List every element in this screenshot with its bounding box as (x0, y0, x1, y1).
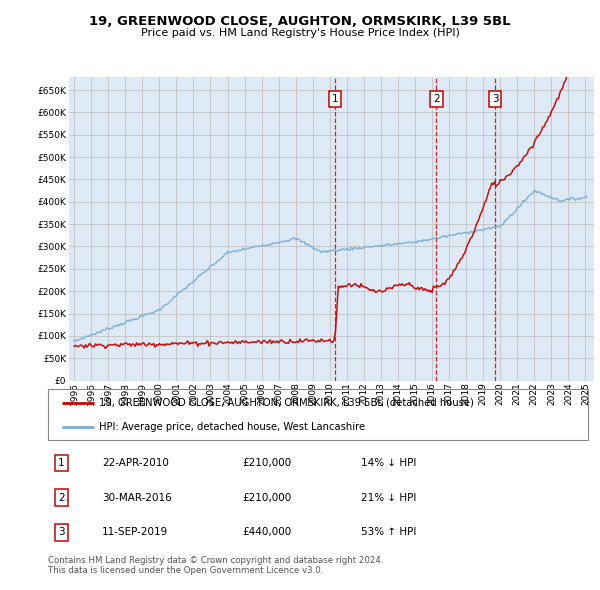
Text: 14% ↓ HPI: 14% ↓ HPI (361, 458, 416, 468)
Text: 3: 3 (58, 527, 65, 537)
Text: 2: 2 (433, 94, 440, 104)
Text: HPI: Average price, detached house, West Lancashire: HPI: Average price, detached house, West… (100, 422, 365, 432)
Text: 19, GREENWOOD CLOSE, AUGHTON, ORMSKIRK, L39 5BL: 19, GREENWOOD CLOSE, AUGHTON, ORMSKIRK, … (89, 15, 511, 28)
Text: 1: 1 (58, 458, 65, 468)
Text: 53% ↑ HPI: 53% ↑ HPI (361, 527, 416, 537)
Text: 11-SEP-2019: 11-SEP-2019 (102, 527, 168, 537)
Text: 3: 3 (492, 94, 499, 104)
Text: £440,000: £440,000 (242, 527, 292, 537)
Text: £210,000: £210,000 (242, 458, 292, 468)
Text: 19, GREENWOOD CLOSE, AUGHTON, ORMSKIRK, L39 5BL (detached house): 19, GREENWOOD CLOSE, AUGHTON, ORMSKIRK, … (100, 398, 474, 408)
Text: Price paid vs. HM Land Registry's House Price Index (HPI): Price paid vs. HM Land Registry's House … (140, 28, 460, 38)
Text: 30-MAR-2016: 30-MAR-2016 (102, 493, 172, 503)
Text: 2: 2 (58, 493, 65, 503)
Text: £210,000: £210,000 (242, 493, 292, 503)
Text: 21% ↓ HPI: 21% ↓ HPI (361, 493, 416, 503)
Text: 22-APR-2010: 22-APR-2010 (102, 458, 169, 468)
Text: This data is licensed under the Open Government Licence v3.0.: This data is licensed under the Open Gov… (48, 566, 323, 575)
Text: Contains HM Land Registry data © Crown copyright and database right 2024.: Contains HM Land Registry data © Crown c… (48, 556, 383, 565)
Text: 1: 1 (332, 94, 338, 104)
